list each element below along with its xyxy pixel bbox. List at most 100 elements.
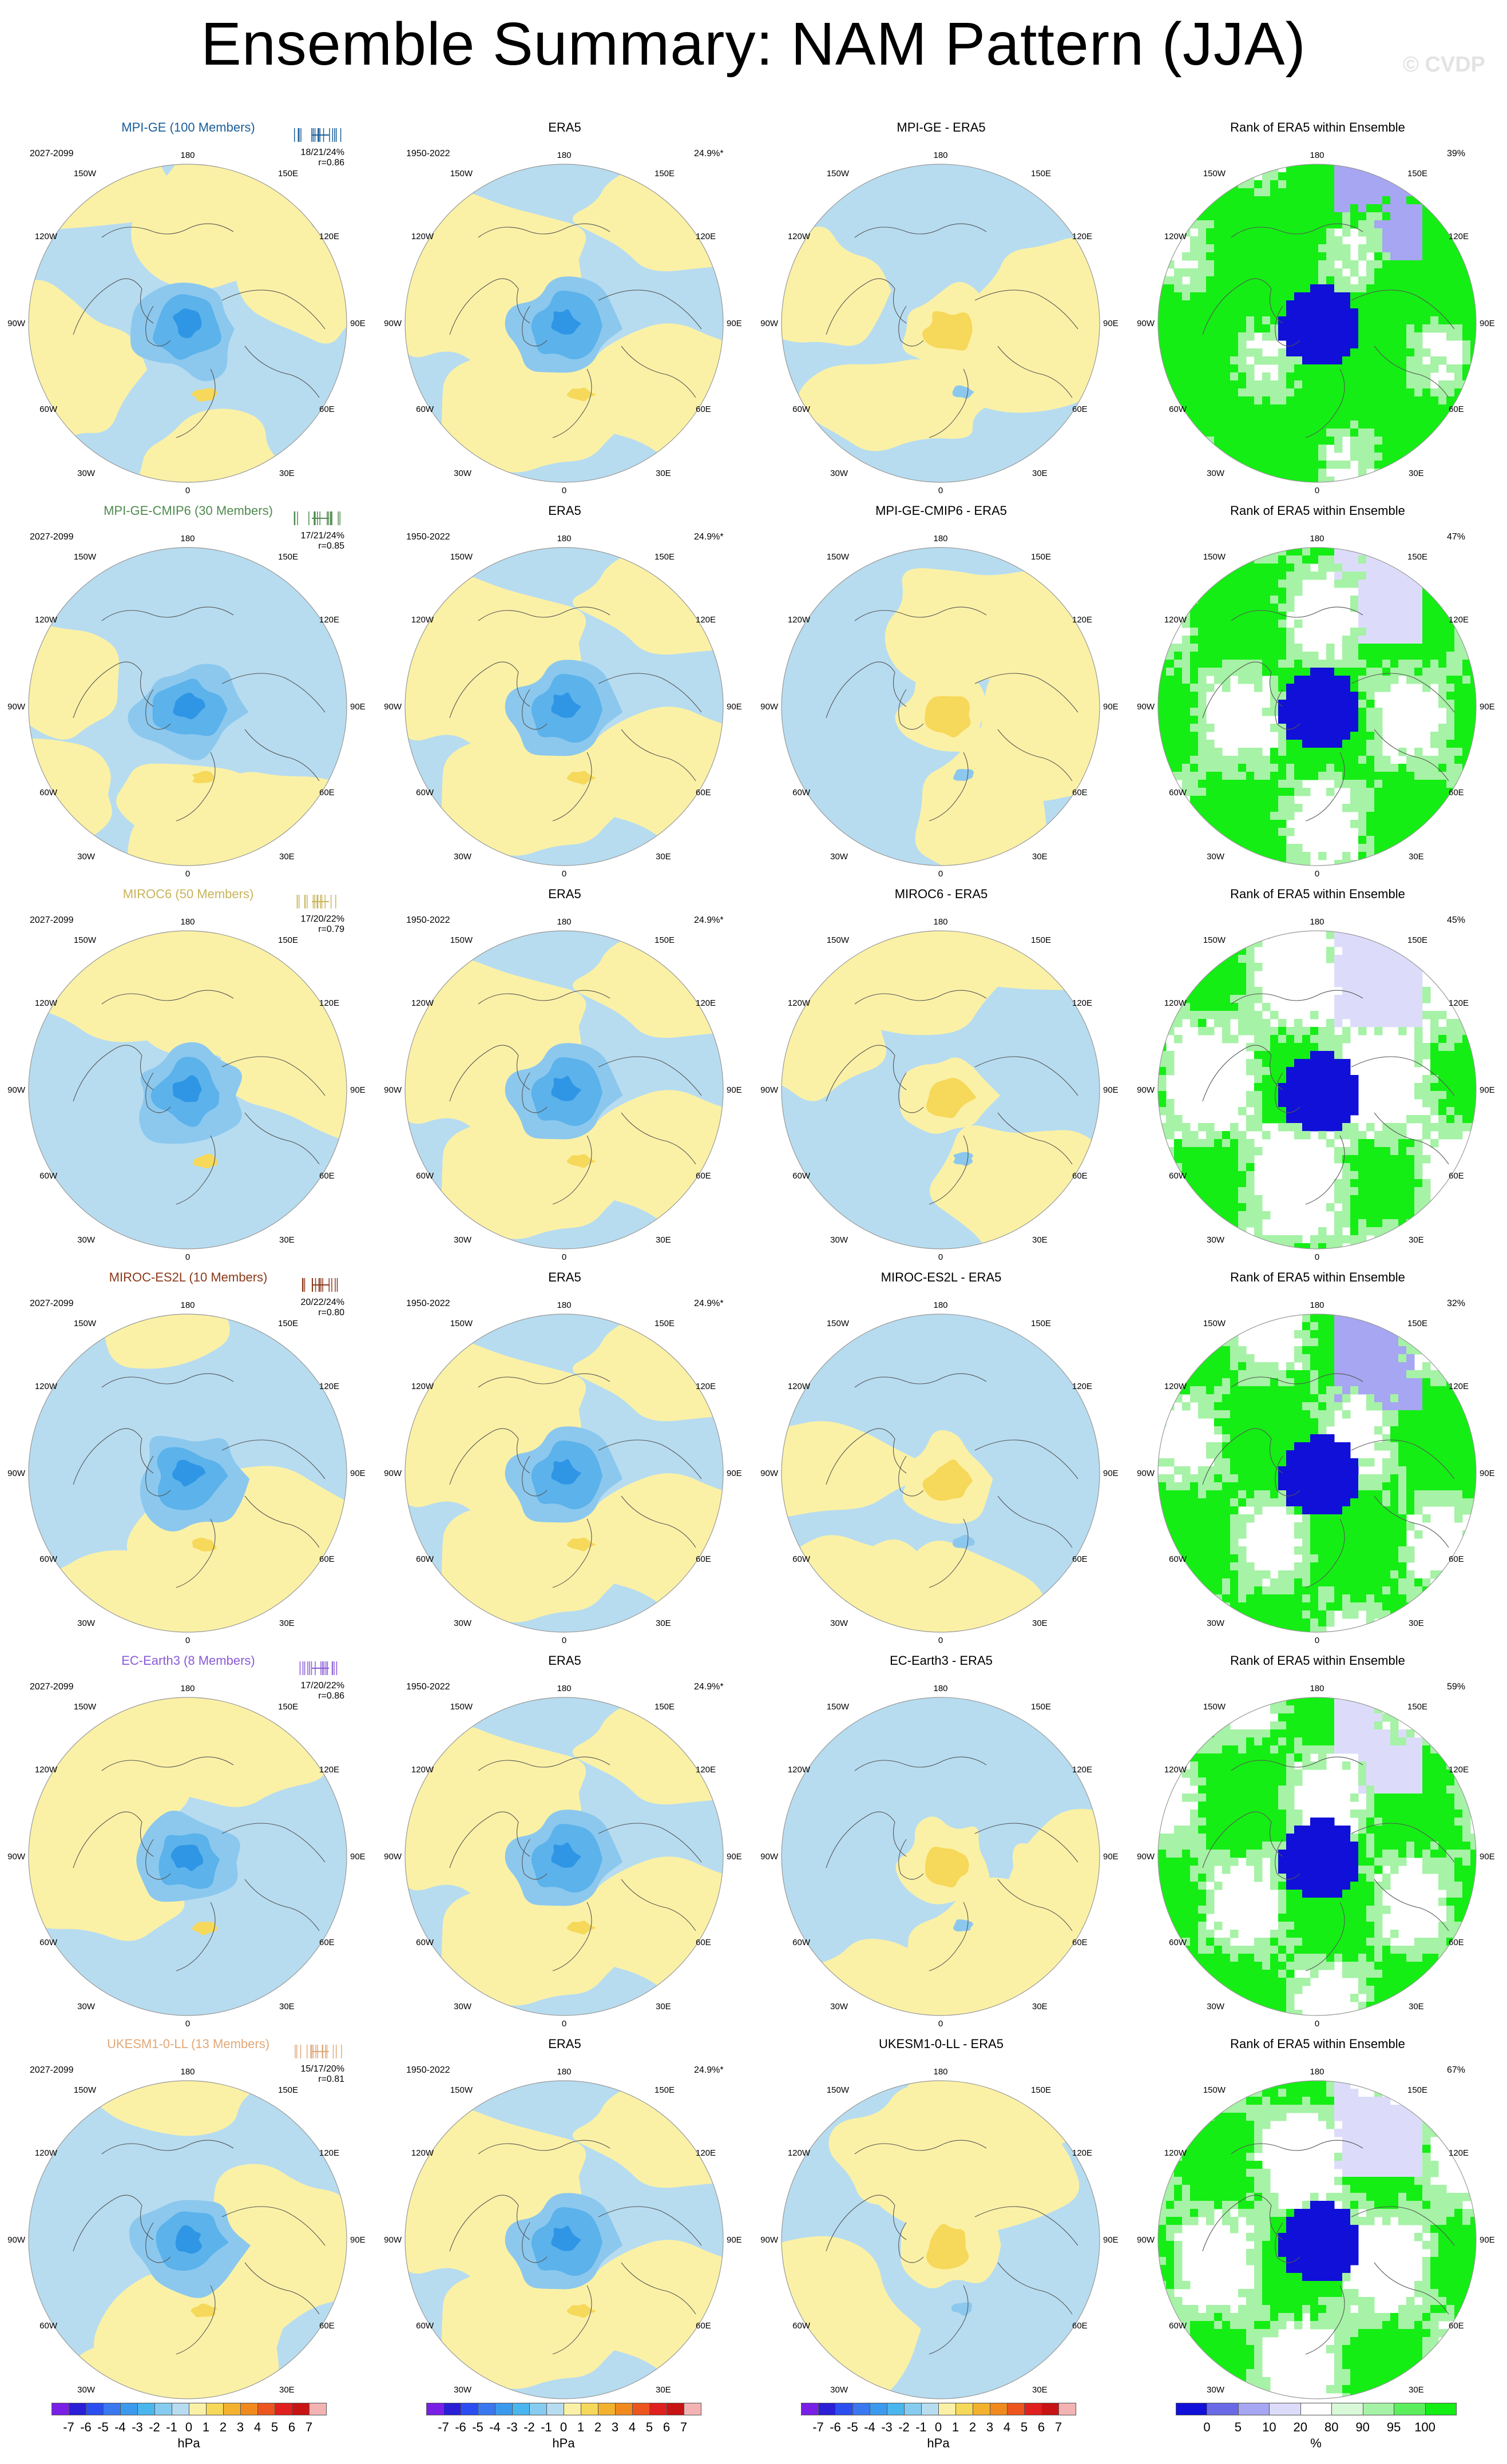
rank-cell <box>1222 1482 1231 1491</box>
rank-cell <box>1262 1035 1271 1043</box>
rank-cell <box>1222 628 1231 636</box>
rank-cell <box>1366 740 1375 748</box>
coastline <box>101 1373 234 1388</box>
explained-variance: 24.9%* <box>694 915 724 925</box>
rank-cell <box>1398 396 1407 405</box>
rank-cell <box>1238 812 1247 820</box>
map-border <box>781 1314 1100 1633</box>
rank-cell <box>1462 628 1471 636</box>
rank-cell <box>1406 772 1415 780</box>
rank-cell <box>1470 1370 1476 1379</box>
rank-cell <box>1246 276 1255 285</box>
rank-cell <box>1326 188 1335 197</box>
coastline <box>1351 673 1455 713</box>
rank-cell <box>1262 1370 1271 1379</box>
rank-cell <box>1414 1187 1423 1196</box>
rank-cell <box>1222 1386 1231 1395</box>
rank-cell <box>1230 547 1239 556</box>
rank-cell <box>1470 276 1476 285</box>
rank-cell <box>1334 580 1343 588</box>
rank-cell <box>1342 380 1351 389</box>
rank-cell <box>1246 1386 1255 1395</box>
rank-cell <box>1422 1211 1431 1220</box>
rank-cell <box>1462 660 1471 668</box>
rank-cell <box>1326 236 1335 245</box>
rank-cell <box>1326 1450 1335 1459</box>
rank-cell <box>1382 684 1391 692</box>
rank-cell <box>1214 620 1223 628</box>
rank-cell <box>1294 1370 1303 1379</box>
rank-cell <box>1398 220 1407 229</box>
rank-cell <box>1166 931 1175 939</box>
rank-cell <box>1254 931 1263 939</box>
rank-cell <box>1366 212 1375 221</box>
coastline <box>854 223 987 238</box>
rank-cell <box>1174 420 1183 429</box>
rank-cell <box>1198 1139 1207 1148</box>
rank-cell <box>1310 1442 1319 1451</box>
rank-cell <box>1318 748 1327 756</box>
rank-cell <box>1286 1235 1295 1244</box>
longitude-label-30W: 30W <box>77 469 95 478</box>
rank-cell <box>1430 284 1439 293</box>
rank-cell <box>1358 780 1367 788</box>
rank-cell <box>1254 1123 1263 1132</box>
longitude-label-150W: 150W <box>826 1319 849 1328</box>
rank-cell <box>1422 676 1431 684</box>
rank-cell <box>1350 268 1359 277</box>
rank-cell <box>1182 836 1191 844</box>
rank-cell <box>1358 180 1367 189</box>
rank-cell <box>1342 852 1351 860</box>
polar-map <box>1157 1314 1477 1633</box>
rank-cell <box>1358 1354 1367 1363</box>
coastline <box>101 606 234 621</box>
rank-cell <box>1190 604 1199 612</box>
rank-cell <box>1414 1203 1423 1212</box>
rank-cell <box>1238 268 1247 277</box>
rank-cell <box>1166 971 1175 979</box>
rank-cell <box>1246 396 1255 405</box>
rank-cell <box>1382 547 1391 556</box>
rank-cell <box>1158 1330 1167 1339</box>
rank-cell <box>1182 188 1191 197</box>
rank-cell <box>1470 1027 1476 1035</box>
rank-cell <box>1406 796 1415 804</box>
rank-cell <box>1254 636 1263 644</box>
rank-cell <box>1382 676 1391 684</box>
rank-cell <box>1358 164 1367 173</box>
ensemble-spread-icon <box>296 895 336 908</box>
rank-cell <box>1318 1354 1327 1363</box>
rank-cell <box>1454 692 1463 700</box>
rank-cell <box>1198 1155 1207 1164</box>
rank-cell <box>1446 724 1455 732</box>
rank-cell <box>1230 364 1239 373</box>
rank-cell <box>1310 1123 1319 1132</box>
rank-cell <box>1294 388 1303 397</box>
rank-cell <box>1262 1362 1271 1371</box>
rank-cell <box>1158 1227 1167 1236</box>
rank-cell <box>1190 676 1199 684</box>
rank-cell <box>1382 604 1391 612</box>
rank-cell <box>1342 1083 1351 1092</box>
rank-cell <box>1294 788 1303 796</box>
era5-panel: 180 150W 150E 120W 120E 90W 90E 60W 60E 30W 30E 0 ER… <box>376 1259 753 1645</box>
rank-cell <box>1454 428 1463 437</box>
rank-cell <box>1470 1243 1476 1249</box>
rank-cell <box>1326 1043 1335 1052</box>
rank-cell <box>1342 668 1351 676</box>
rank-cell <box>1238 1314 1247 1323</box>
coastline <box>244 1112 320 1165</box>
rank-cell <box>1254 1394 1263 1403</box>
rank-cell <box>1206 1402 1215 1411</box>
rank-cell <box>1318 1466 1327 1475</box>
rank-cell <box>1342 547 1351 556</box>
rank-cell <box>1254 1147 1263 1156</box>
rank-cell <box>1358 1163 1367 1172</box>
rank-cell <box>1350 348 1359 357</box>
rank-cell <box>1454 1043 1463 1052</box>
rank-cell <box>1398 939 1407 947</box>
rank-cell <box>1198 348 1207 357</box>
rank-cell <box>1222 388 1231 397</box>
polar-map <box>404 930 724 1249</box>
rank-cell <box>1366 477 1375 482</box>
